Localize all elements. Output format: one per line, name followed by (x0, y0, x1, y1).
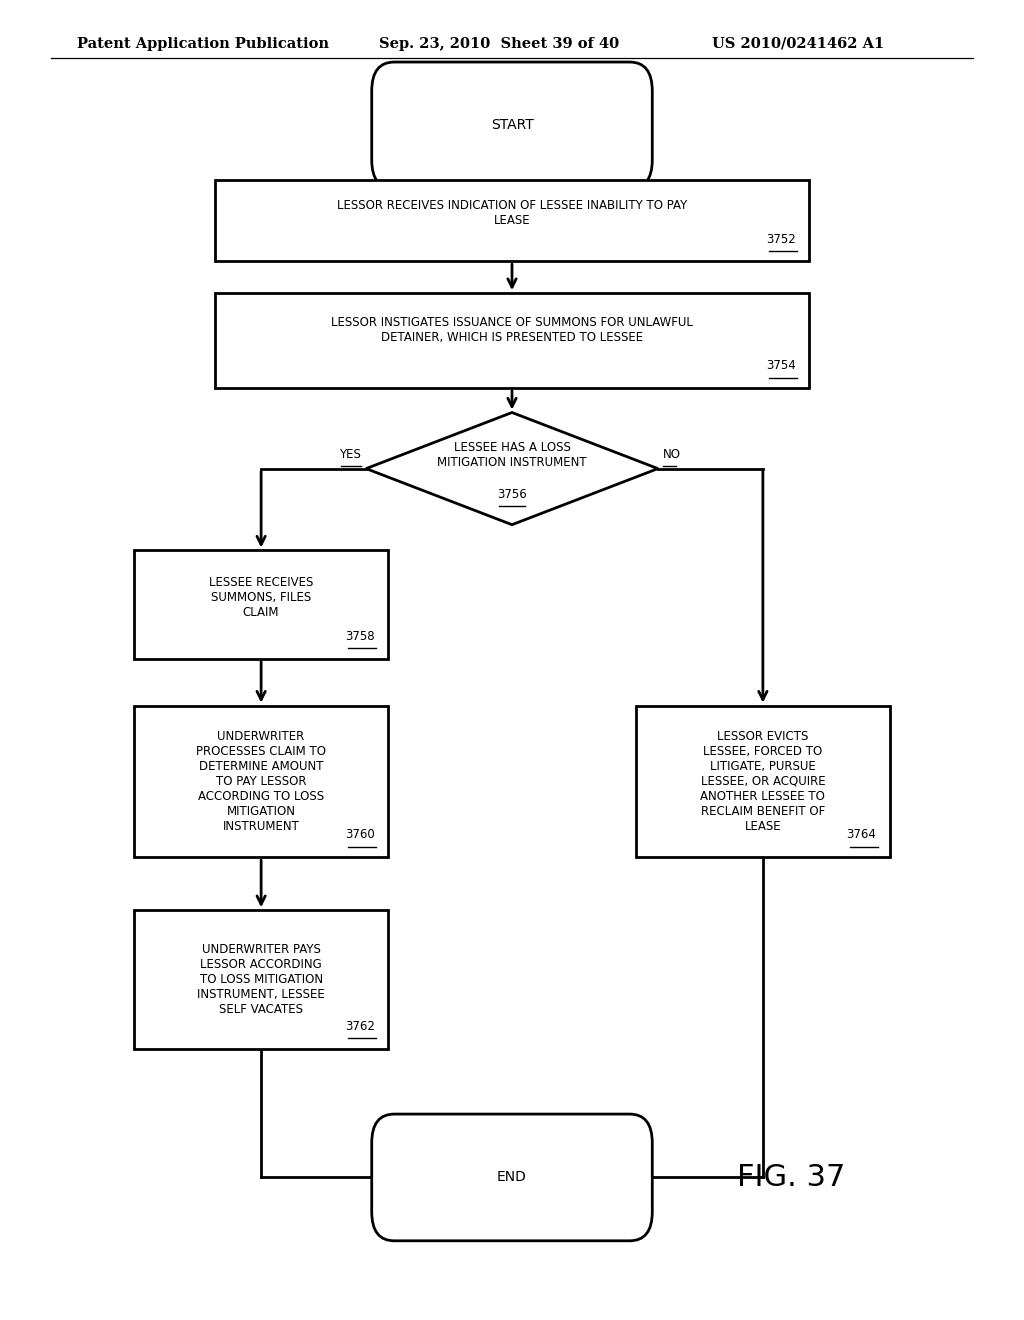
Text: 3760: 3760 (345, 829, 375, 842)
Text: 3762: 3762 (345, 1020, 375, 1032)
Bar (636, 706, 890, 858)
Text: LESSOR RECEIVES INDICATION OF LESSEE INABILITY TO PAY
LEASE: LESSOR RECEIVES INDICATION OF LESSEE INA… (337, 198, 687, 227)
Text: LESSEE RECEIVES
SUMMONS, FILES
CLAIM: LESSEE RECEIVES SUMMONS, FILES CLAIM (209, 577, 313, 619)
Text: US 2010/0241462 A1: US 2010/0241462 A1 (712, 37, 884, 50)
Polygon shape (367, 412, 657, 524)
Text: END: END (497, 1171, 527, 1184)
Text: NO: NO (664, 447, 681, 461)
Text: UNDERWRITER
PROCESSES CLAIM TO
DETERMINE AMOUNT
TO PAY LESSOR
ACCORDING TO LOSS
: UNDERWRITER PROCESSES CLAIM TO DETERMINE… (197, 730, 326, 833)
Bar (134, 550, 388, 659)
Text: LESSOR EVICTS
LESSEE, FORCED TO
LITIGATE, PURSUE
LESSEE, OR ACQUIRE
ANOTHER LESS: LESSOR EVICTS LESSEE, FORCED TO LITIGATE… (700, 730, 825, 833)
Text: Patent Application Publication: Patent Application Publication (77, 37, 329, 50)
Bar (134, 706, 388, 858)
Text: 3752: 3752 (766, 232, 796, 246)
Text: 3754: 3754 (766, 359, 796, 372)
Text: FIG. 37: FIG. 37 (737, 1163, 846, 1192)
Text: START: START (490, 119, 534, 132)
Text: 3764: 3764 (847, 829, 877, 842)
Text: YES: YES (339, 447, 361, 461)
Text: UNDERWRITER PAYS
LESSOR ACCORDING
TO LOSS MITIGATION
INSTRUMENT, LESSEE
SELF VAC: UNDERWRITER PAYS LESSOR ACCORDING TO LOS… (198, 942, 325, 1016)
Text: 3756: 3756 (497, 488, 527, 500)
FancyBboxPatch shape (372, 1114, 652, 1241)
Text: LESSOR INSTIGATES ISSUANCE OF SUMMONS FOR UNLAWFUL
DETAINER, WHICH IS PRESENTED : LESSOR INSTIGATES ISSUANCE OF SUMMONS FO… (331, 315, 693, 345)
Text: LESSEE HAS A LOSS
MITIGATION INSTRUMENT: LESSEE HAS A LOSS MITIGATION INSTRUMENT (437, 441, 587, 470)
Text: Sep. 23, 2010  Sheet 39 of 40: Sep. 23, 2010 Sheet 39 of 40 (379, 37, 618, 50)
Text: 3758: 3758 (345, 630, 375, 643)
Bar (134, 911, 388, 1048)
Bar (215, 180, 809, 261)
Bar (215, 293, 809, 388)
FancyBboxPatch shape (372, 62, 652, 189)
